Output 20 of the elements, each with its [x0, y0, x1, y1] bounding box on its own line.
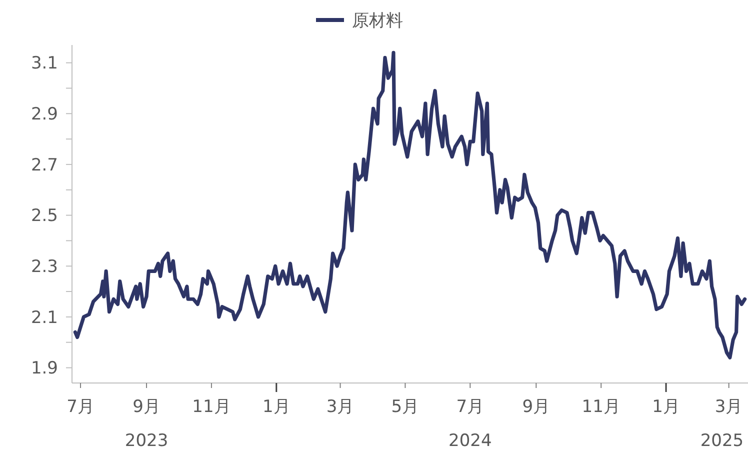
legend-label: 原材料 [352, 10, 403, 31]
y-tick-label: 2.1 [30, 308, 58, 328]
x-tick-label: 7月 2024 [448, 397, 492, 451]
x-tick-label: 3月 2025 [700, 397, 744, 451]
x-tick-label: 9月 2023 [124, 397, 168, 451]
x-tick-label: 3月 [326, 397, 354, 417]
y-tick-label: 1.9 [30, 358, 58, 379]
x-tick-label: 1月 [262, 397, 290, 417]
x-tick-label: 7月 [66, 397, 94, 417]
x-tick-label: 1月 [652, 397, 680, 417]
y-tick-label: 2.5 [30, 206, 58, 226]
y-tick-label: 2.7 [30, 155, 58, 176]
x-tick-label: 9月 [522, 397, 550, 417]
y-tick-label: 2.9 [30, 104, 58, 125]
x-tick-label: 11月 [192, 397, 231, 417]
x-tick-label: 5月 [391, 397, 420, 417]
x-tick-label: 11月 [582, 397, 620, 417]
y-tick-label: 2.3 [30, 257, 58, 278]
y-tick-label: 3.1 [30, 54, 58, 74]
line-series [73, 50, 747, 360]
